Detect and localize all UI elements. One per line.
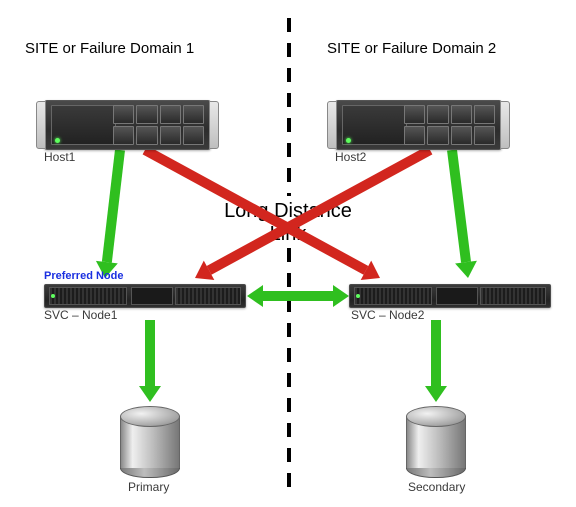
secondary-label: Secondary xyxy=(408,480,465,494)
svc2-label: SVC – Node2 xyxy=(351,308,424,322)
preferred-node-label: Preferred Node xyxy=(44,270,123,282)
long-distance-link-line2: Link xyxy=(270,223,307,245)
arrows-layer xyxy=(0,0,576,507)
svc-node1 xyxy=(44,284,246,308)
site-2-title: SITE or Failure Domain 2 xyxy=(327,40,496,57)
primary-label: Primary xyxy=(128,480,169,494)
secondary-storage xyxy=(406,406,466,478)
host2-label: Host2 xyxy=(335,150,366,164)
site-1-title: SITE or Failure Domain 1 xyxy=(25,40,194,57)
host1-server xyxy=(44,100,211,150)
long-distance-link-line1: Long Distance xyxy=(224,200,352,222)
host1-label: Host1 xyxy=(44,150,75,164)
svc-node2 xyxy=(349,284,551,308)
diagram-stage: { "canvas": { "width": 576, "height": 50… xyxy=(0,0,576,507)
svc1-label: SVC – Node1 xyxy=(44,308,117,322)
long-distance-link-label: Long Distance Link xyxy=(198,200,378,246)
host2-server xyxy=(335,100,502,150)
primary-storage xyxy=(120,406,180,478)
